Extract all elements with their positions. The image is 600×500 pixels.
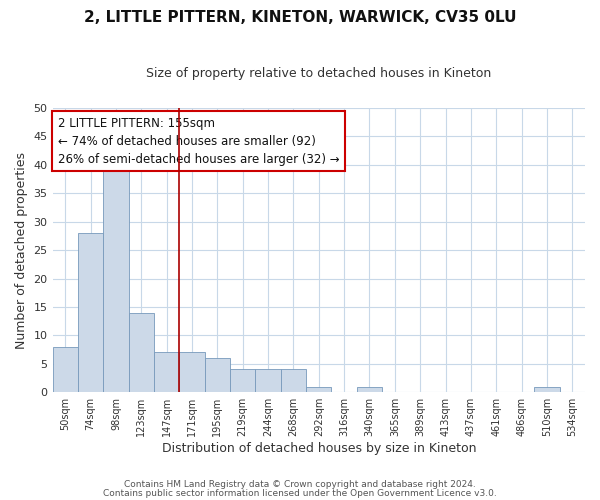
Text: Contains HM Land Registry data © Crown copyright and database right 2024.: Contains HM Land Registry data © Crown c… <box>124 480 476 489</box>
X-axis label: Distribution of detached houses by size in Kineton: Distribution of detached houses by size … <box>161 442 476 455</box>
Text: 2, LITTLE PITTERN, KINETON, WARWICK, CV35 0LU: 2, LITTLE PITTERN, KINETON, WARWICK, CV3… <box>84 10 516 25</box>
Bar <box>230 370 256 392</box>
Bar <box>78 233 103 392</box>
Bar <box>357 386 382 392</box>
Bar <box>179 352 205 392</box>
Bar <box>281 370 306 392</box>
Bar <box>154 352 179 392</box>
Bar <box>534 386 560 392</box>
Bar <box>128 312 154 392</box>
Bar <box>53 346 78 392</box>
Text: Contains public sector information licensed under the Open Government Licence v3: Contains public sector information licen… <box>103 488 497 498</box>
Text: 2 LITTLE PITTERN: 155sqm
← 74% of detached houses are smaller (92)
26% of semi-d: 2 LITTLE PITTERN: 155sqm ← 74% of detach… <box>58 116 340 166</box>
Title: Size of property relative to detached houses in Kineton: Size of property relative to detached ho… <box>146 68 491 80</box>
Bar <box>306 386 331 392</box>
Bar <box>256 370 281 392</box>
Bar <box>205 358 230 392</box>
Bar <box>103 165 128 392</box>
Y-axis label: Number of detached properties: Number of detached properties <box>15 152 28 348</box>
